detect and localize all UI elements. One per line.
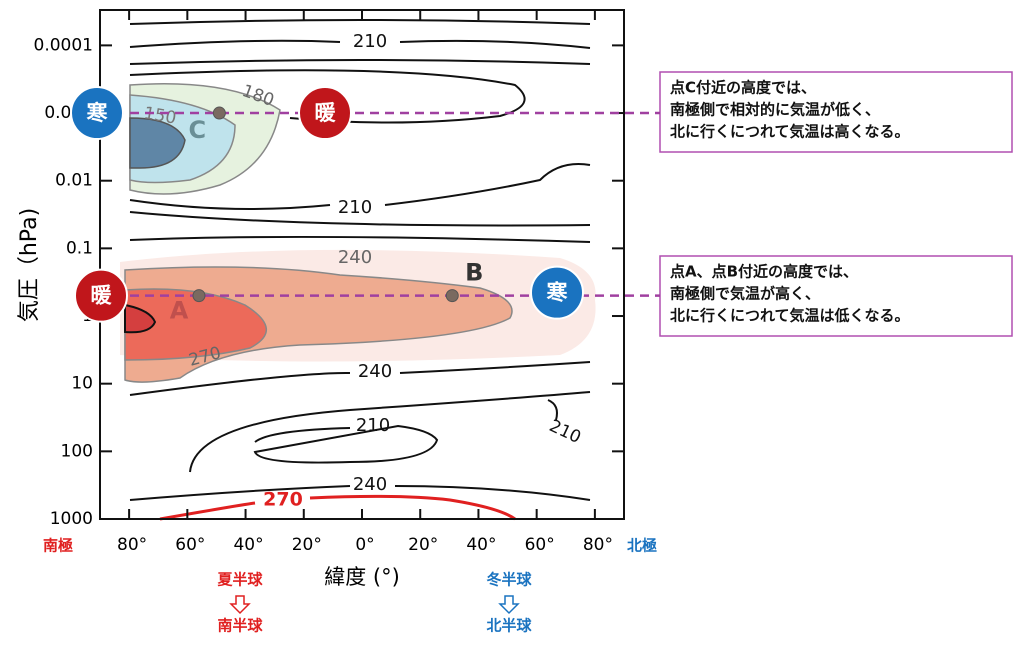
note-line: 南極側で気温が高く、	[670, 285, 820, 303]
marker-circle	[74, 268, 128, 323]
y-tick-label: 0.1	[66, 238, 93, 258]
y-tick-label: 10	[71, 374, 93, 394]
point	[212, 106, 226, 120]
contour-line	[129, 163, 591, 210]
x-axis-label: 緯度 (°)	[324, 565, 400, 589]
y-axis-label: 気圧（hPa)	[17, 208, 42, 322]
contour-line	[129, 39, 591, 49]
point	[192, 289, 206, 303]
point-label: B	[465, 259, 483, 287]
contour-label: 210	[546, 416, 584, 448]
contour-label: 240	[353, 474, 387, 495]
contour-line	[129, 211, 591, 227]
y-tick-label: 0.0001	[34, 35, 93, 55]
hemisphere-label: 北半球	[486, 617, 532, 635]
contour-line	[129, 59, 591, 65]
marker-label: 寒	[87, 101, 108, 125]
note-line: 北に行くにつれて気温は低くなる。	[670, 307, 910, 325]
contour-line	[129, 235, 591, 243]
contour-line	[129, 69, 526, 124]
marker-label: 暖	[315, 101, 337, 125]
hemisphere-label: 夏半球	[216, 571, 263, 589]
contour-line	[129, 19, 591, 25]
contour-label: 240	[338, 247, 372, 268]
marker-circle	[298, 86, 352, 141]
pole-label: 南極	[43, 537, 73, 555]
fill-300	[124, 288, 268, 361]
note-line: 南極側で相対的に気温が低く、	[670, 101, 880, 119]
note-box	[659, 71, 1013, 153]
marker-circle	[530, 265, 584, 320]
point-label: A	[170, 297, 189, 325]
x-tick-label: 20°	[292, 535, 322, 555]
contour-line	[129, 485, 591, 501]
note-line: 点C付近の高度では、	[670, 79, 816, 97]
contour-label: 270	[263, 489, 303, 511]
y-tick-label: 100	[61, 441, 93, 461]
contour-line	[547, 399, 558, 421]
fill-core	[124, 303, 157, 334]
contour-label: 210	[338, 197, 372, 218]
y-tick-label: 0.01	[55, 171, 93, 191]
x-tick-label: 80°	[117, 535, 147, 555]
down-arrow	[498, 595, 520, 615]
contour-line	[253, 424, 439, 464]
y-tick-label: 1000	[50, 509, 93, 529]
contour-label: 210	[356, 415, 390, 436]
point-label: C	[189, 116, 207, 144]
x-tick-label: 0°	[355, 535, 374, 555]
pole-label: 北極	[627, 537, 657, 555]
contour-line	[159, 494, 516, 521]
x-tick-label: 40°	[233, 535, 263, 555]
note-line: 北に行くにつれて気温は高くなる。	[670, 123, 910, 141]
hemisphere-label: 南半球	[217, 617, 263, 635]
x-tick-label: 40°	[466, 535, 496, 555]
x-tick-label: 20°	[408, 535, 438, 555]
x-tick-label: 60°	[175, 535, 205, 555]
hemisphere-label: 冬半球	[486, 571, 532, 589]
marker-label: 寒	[547, 281, 568, 305]
contour-label: 240	[358, 361, 392, 382]
down-arrow	[229, 595, 251, 615]
contour-line	[129, 361, 591, 396]
fill-120	[129, 117, 186, 169]
contour-line	[189, 391, 591, 473]
x-tick-label: 60°	[525, 535, 555, 555]
marker-circle	[70, 86, 124, 141]
x-tick-label: 80°	[583, 535, 613, 555]
contour-lines	[129, 19, 591, 521]
note-line: 点A、点B付近の高度では、	[670, 263, 858, 281]
point	[445, 289, 459, 303]
contour-label: 210	[353, 31, 387, 52]
marker-label: 暖	[91, 284, 113, 308]
